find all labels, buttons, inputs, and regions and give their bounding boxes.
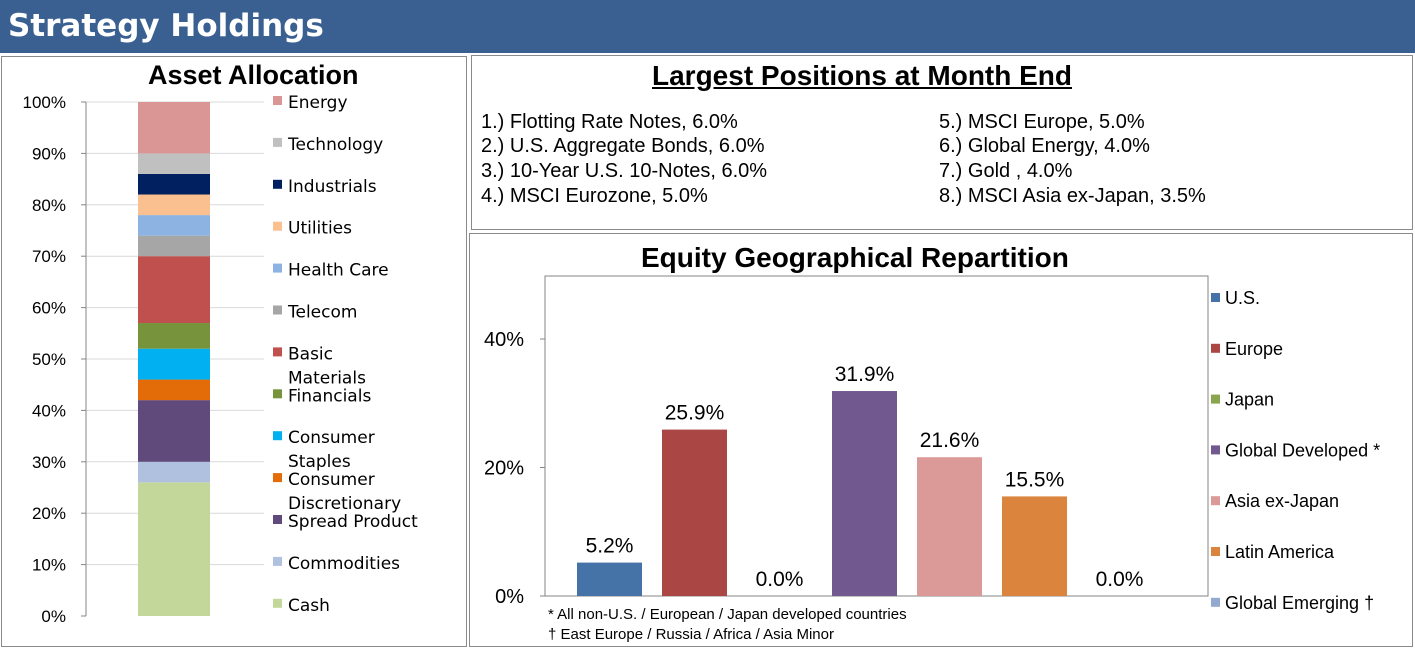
legend-label-technology: Technology: [287, 135, 383, 155]
position-item-4: 4.) MSCI Eurozone, 5.0%: [481, 185, 708, 207]
legend-label-latin-america: Latin America: [1225, 542, 1335, 562]
legend-label-utilities: Utilities: [288, 219, 352, 239]
asset-allocation-panel: Asset Allocation 0% 10% 20% 30% 40% 50% 60% 70%…: [1, 56, 467, 647]
bar-latin-america: [1002, 496, 1067, 596]
legend-swatch-u-s: [1211, 293, 1220, 302]
asset-allocation-title: Asset Allocation: [148, 60, 359, 90]
bar-segment-health-care: [138, 215, 210, 236]
bar-segment-basic-materials: [138, 256, 210, 324]
legend-label-financials: Financials: [288, 386, 371, 406]
data-label-u-s: 5.2%: [586, 535, 634, 558]
legend-label-europe: Europe: [1225, 339, 1283, 359]
bar-segment-consumer-discretionary: [138, 379, 210, 401]
legend-label-telecom: Telecom: [287, 303, 357, 323]
legend-swatch-telecom: [273, 305, 282, 315]
asset-allocation-chart: 0% 10% 20% 30% 40% 50% 60% 70% 80% 90% 100% Energy T…: [23, 93, 419, 626]
equity-geo-chart: 0% 20% 40% 5.2% 25.9% 0.0% 31.9% 21.6% 15.5% 0.0%…: [484, 275, 1380, 613]
legend-label-consumer-discretionary: Consumer Discretionary: [288, 470, 401, 514]
legend-label-asia-ex-japan: Asia ex-Japan: [1225, 491, 1339, 511]
bar-global-developed: [832, 391, 897, 596]
bar-segment-consumer-staples: [138, 348, 210, 380]
legend-swatch-europe: [1211, 343, 1220, 353]
footnote-emerging: † East Europe / Russia / Africa / Asia M…: [548, 626, 834, 643]
y-tick-label: 50%: [32, 350, 66, 369]
header-bar: Strategy Holdings: [0, 0, 1415, 53]
y-tick-label: 40%: [484, 329, 524, 351]
data-label-global-developed: 31.9%: [835, 363, 895, 386]
y-tick-label: 90%: [32, 144, 66, 163]
bar-segment-cash: [138, 482, 210, 616]
bar-segment-energy: [138, 102, 210, 154]
legend-label-cash: Cash: [288, 596, 330, 616]
legend-label-energy: Energy: [288, 93, 348, 113]
data-label-japan: 0.0%: [756, 568, 804, 591]
y-tick-label: 20%: [32, 504, 66, 523]
legend-swatch-financials: [273, 389, 282, 399]
bar-segment-utilities: [138, 194, 210, 216]
legend-label-consumer-staples: Consumer Staples: [288, 428, 375, 472]
equity-geo-title: Equity Geographical Repartition: [641, 242, 1069, 273]
legend-swatch-technology: [273, 137, 282, 147]
legend-label-basic-materials: Basic Materials: [288, 344, 366, 388]
legend-swatch-consumer-discretionary: [273, 473, 282, 483]
data-label-global-emerging: 0.0%: [1096, 568, 1144, 591]
legend-swatch-japan: [1211, 394, 1220, 404]
legend-label-commodities: Commodities: [288, 554, 400, 574]
y-tick-label: 70%: [32, 247, 66, 266]
legend-label-global-emerging: Global Emerging †: [1225, 593, 1374, 613]
y-tick-label: 30%: [32, 453, 66, 472]
equity-geo-panel: Equity Geographical Repartition 0% 20% 40%…: [469, 233, 1413, 647]
position-item-3: 3.) 10-Year U.S. 10-Notes, 6.0%: [481, 160, 768, 182]
legend-label-industrials: Industrials: [288, 177, 377, 197]
legend-swatch-health-care: [273, 263, 282, 273]
legend-swatch-commodities: [273, 556, 282, 566]
y-tick-label: 80%: [32, 196, 66, 215]
legend-label-u-s: U.S.: [1225, 288, 1260, 308]
data-label-europe: 25.9%: [665, 402, 725, 425]
legend-swatch-basic-materials: [273, 347, 282, 357]
data-label-latin-america: 15.5%: [1005, 468, 1065, 491]
legend-swatch-asia-ex-japan: [1211, 496, 1220, 506]
bar-europe: [662, 429, 727, 596]
legend-swatch-latin-america: [1211, 547, 1220, 556]
bar-segment-spread-product: [138, 400, 210, 462]
legend-swatch-utilities: [273, 221, 282, 231]
legend-swatch-global-developed: [1211, 445, 1220, 455]
legend-label-health-care: Health Care: [288, 261, 389, 281]
position-item-8: 8.) MSCI Asia ex-Japan, 3.5%: [939, 185, 1206, 207]
data-label-asia-ex-japan: 21.6%: [920, 429, 980, 452]
y-tick-label: 0%: [41, 607, 66, 626]
position-item-6: 6.) Global Energy, 4.0%: [939, 135, 1150, 157]
largest-positions-title: Largest Positions at Month End: [652, 60, 1073, 91]
legend-label-global-developed: Global Developed *: [1225, 440, 1380, 460]
y-tick-label: 10%: [32, 556, 66, 575]
position-item-2: 2.) U.S. Aggregate Bonds, 6.0%: [481, 135, 765, 157]
y-tick-label: 20%: [484, 458, 524, 480]
bar-u-s: [577, 562, 642, 596]
y-tick-label: 100%: [23, 93, 66, 112]
legend-swatch-cash: [273, 598, 282, 608]
bar-segment-technology: [138, 153, 210, 174]
largest-positions-panel: Largest Positions at Month End 1.) Flott…: [471, 55, 1413, 230]
bar-segment-industrials: [138, 173, 210, 195]
bar-segment-financials: [138, 323, 210, 349]
position-item-5: 5.) MSCI Europe, 5.0%: [939, 111, 1145, 133]
legend-swatch-industrials: [273, 179, 282, 189]
legend-swatch-consumer-staples: [273, 431, 282, 441]
y-tick-label: 40%: [32, 401, 66, 420]
y-tick-label: 0%: [495, 586, 524, 608]
bar-segment-commodities: [138, 461, 210, 483]
legend-swatch-global-emerging: [1211, 597, 1220, 607]
footnote-developed: * All non-U.S. / European / Japan develo…: [548, 606, 907, 623]
legend-swatch-energy: [273, 96, 282, 105]
position-item-7: 7.) Gold , 4.0%: [939, 160, 1073, 182]
position-item-1: 1.) Flotting Rate Notes, 6.0%: [481, 111, 738, 133]
legend-label-spread-product: Spread Product: [288, 512, 418, 532]
legend-label-japan: Japan: [1225, 390, 1274, 410]
y-tick-label: 60%: [32, 299, 66, 318]
bar-segment-telecom: [138, 235, 210, 257]
legend-swatch-spread-product: [273, 515, 282, 524]
page-title: Strategy Holdings: [8, 8, 324, 44]
bar-asia-ex-japan: [917, 457, 982, 596]
